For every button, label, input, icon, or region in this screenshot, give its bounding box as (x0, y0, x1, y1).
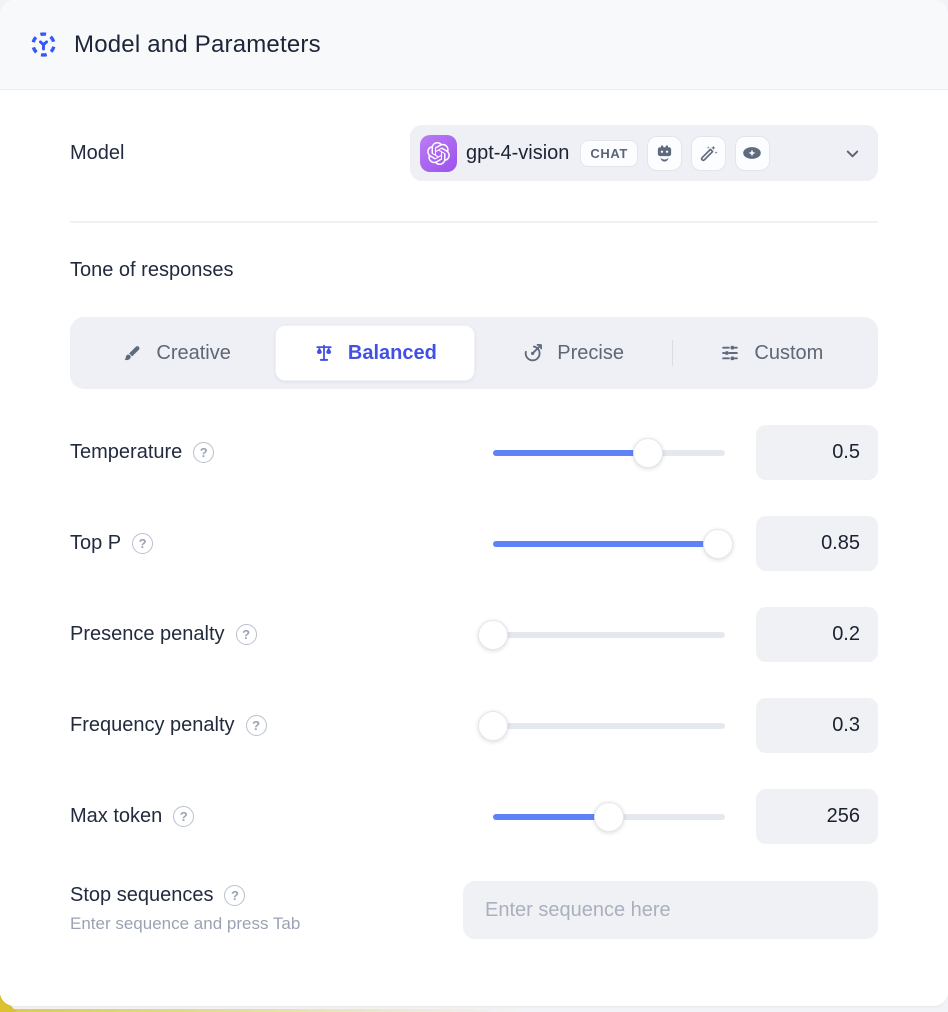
chevron-down-icon (843, 144, 862, 163)
help-icon[interactable]: ? (245, 715, 267, 736)
slider-thumb[interactable] (594, 801, 624, 832)
top-p-value[interactable]: 0.85 (756, 516, 878, 571)
tone-option-label: Balanced (347, 341, 437, 364)
temperature-slider[interactable] (493, 437, 725, 468)
tone-segmented-control: Creative Balanced (70, 317, 878, 389)
frequency-penalty-label: Frequency penalty (70, 714, 235, 736)
stop-sequences-hint: Enter sequence and press Tab (70, 914, 301, 933)
section-divider (70, 221, 878, 223)
balance-scale-icon (313, 342, 335, 364)
tone-option-creative[interactable]: Creative (78, 325, 275, 381)
stop-sequences-row: Stop sequences ? Enter sequence and pres… (70, 881, 878, 939)
tone-option-precise[interactable]: Precise (475, 325, 672, 381)
model-select-dropdown[interactable]: gpt-4-vision CHAT (410, 125, 878, 181)
slider-thumb[interactable] (478, 619, 508, 650)
param-row-top-p: Top P ? 0.85 (70, 516, 878, 571)
stop-sequence-input[interactable] (463, 881, 878, 939)
help-icon[interactable]: ? (173, 806, 195, 827)
tone-option-label: Creative (156, 341, 231, 364)
max-token-slider[interactable] (493, 801, 725, 832)
sliders-icon (719, 342, 741, 364)
help-icon[interactable]: ? (235, 624, 257, 645)
model-hub-icon (30, 31, 57, 58)
tone-option-label: Custom (754, 341, 824, 364)
help-icon[interactable]: ? (224, 885, 246, 906)
slider-track[interactable] (493, 631, 725, 638)
presence-penalty-label: Presence penalty (70, 623, 225, 645)
selected-model-name: gpt-4-vision (466, 141, 570, 164)
vision-eye-icon (734, 135, 770, 171)
temperature-value[interactable]: 0.5 (756, 425, 878, 480)
slider-thumb[interactable] (703, 528, 734, 559)
tone-option-label: Precise (557, 341, 624, 364)
background-accent-line (0, 1009, 948, 1012)
tone-section-label: Tone of responses (70, 259, 234, 281)
slider-thumb[interactable] (633, 437, 664, 468)
openai-logo-icon (420, 134, 457, 172)
tone-option-custom[interactable]: Custom (673, 325, 870, 381)
model-type-badge: CHAT (580, 139, 638, 167)
param-row-temperature: Temperature ? 0.5 (70, 425, 878, 480)
panel-header: Model and Parameters (0, 0, 948, 90)
panel-title: Model and Parameters (74, 30, 321, 58)
slider-thumb[interactable] (478, 710, 508, 741)
max-token-label: Max token (70, 805, 163, 827)
slider-fill (493, 540, 719, 547)
robot-icon (646, 135, 682, 171)
frequency-penalty-slider[interactable] (478, 710, 725, 741)
stop-sequences-label: Stop sequences (70, 884, 214, 906)
top-p-slider[interactable] (493, 528, 734, 559)
presence-penalty-slider[interactable] (478, 619, 725, 650)
param-row-presence-penalty: Presence penalty ? 0.2 (70, 607, 878, 662)
model-label: Model (70, 141, 125, 164)
frequency-penalty-value[interactable]: 0.3 (756, 698, 878, 753)
slider-fill (493, 813, 609, 820)
target-arrow-icon (522, 342, 544, 364)
top-p-label: Top P (70, 532, 122, 554)
model-row: Model gpt-4-vision CHAT (70, 125, 878, 181)
param-row-max-token: Max token ? 256 (70, 789, 878, 844)
slider-fill (493, 449, 649, 456)
help-icon[interactable]: ? (132, 533, 154, 554)
param-row-frequency-penalty: Frequency penalty ? 0.3 (70, 698, 878, 753)
max-token-value[interactable]: 256 (756, 789, 878, 844)
tone-option-divider (671, 340, 673, 366)
tone-option-balanced[interactable]: Balanced (275, 325, 475, 381)
temperature-label: Temperature (70, 441, 183, 463)
slider-track[interactable] (493, 722, 725, 729)
help-icon[interactable]: ? (193, 442, 215, 463)
presence-penalty-value[interactable]: 0.2 (756, 607, 878, 662)
magic-wand-icon (690, 135, 726, 171)
paintbrush-icon (122, 343, 143, 364)
